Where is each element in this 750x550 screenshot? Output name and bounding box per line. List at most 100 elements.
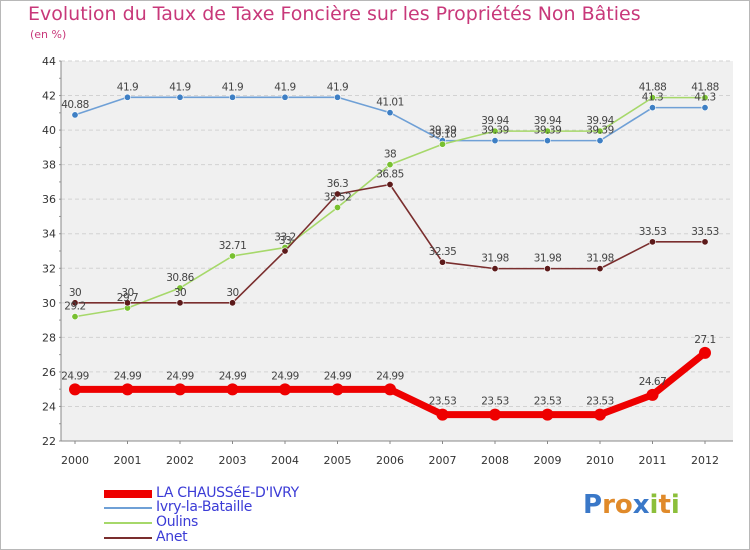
data-label: 33.2 bbox=[274, 232, 295, 244]
data-label: 39.39 bbox=[586, 125, 614, 137]
data-label: 24.67 bbox=[639, 376, 667, 388]
data-point bbox=[438, 258, 446, 266]
data-point bbox=[648, 104, 656, 112]
data-label: 39.94 bbox=[481, 115, 509, 127]
data-point bbox=[699, 346, 711, 359]
data-point bbox=[229, 252, 237, 260]
legend-swatch bbox=[104, 489, 152, 498]
series-lines bbox=[69, 93, 711, 421]
data-point bbox=[491, 127, 499, 135]
logo-letter: x bbox=[632, 490, 650, 520]
plot-area-background bbox=[61, 61, 733, 441]
data-label: 39.39 bbox=[534, 125, 562, 137]
data-label: 27.1 bbox=[694, 334, 715, 346]
data-label: 41.9 bbox=[274, 81, 295, 93]
legend-swatch bbox=[104, 521, 152, 524]
data-label: 39.18 bbox=[429, 128, 457, 140]
legend-label: Oulins bbox=[156, 514, 199, 530]
y-tick-label: 24 bbox=[42, 400, 56, 413]
x-tick-label: 2007 bbox=[429, 454, 457, 467]
data-label: 24.99 bbox=[114, 370, 142, 382]
data-point bbox=[543, 137, 551, 145]
data-label: 31.98 bbox=[481, 253, 509, 265]
legend-item-anet: Anet bbox=[104, 529, 188, 545]
data-point bbox=[596, 265, 604, 273]
data-label: 29.7 bbox=[117, 292, 138, 304]
y-tick-label: 34 bbox=[42, 228, 56, 241]
data-point bbox=[71, 299, 79, 307]
y-tick-label: 30 bbox=[42, 297, 56, 310]
data-label: 40.88 bbox=[61, 99, 89, 111]
data-point bbox=[701, 94, 709, 102]
data-label: 31.98 bbox=[534, 253, 562, 265]
legend-label: Ivry-la-Bataille bbox=[156, 499, 253, 515]
data-label: 33.53 bbox=[691, 226, 719, 238]
data-point bbox=[491, 265, 499, 273]
data-point bbox=[594, 408, 606, 421]
legend-label: Anet bbox=[156, 529, 188, 545]
data-point bbox=[176, 299, 184, 307]
data-point bbox=[333, 203, 341, 211]
logo-letter: t bbox=[658, 490, 671, 520]
data-point bbox=[121, 383, 134, 396]
data-label: 24.99 bbox=[61, 370, 89, 382]
data-point bbox=[176, 93, 184, 101]
data-label: 31.98 bbox=[586, 253, 614, 265]
data-label: 41.3 bbox=[642, 92, 663, 104]
data-label: 32.71 bbox=[219, 240, 247, 252]
data-label: 23.53 bbox=[429, 396, 457, 408]
data-label: 33.53 bbox=[639, 226, 667, 238]
logo-letter: o bbox=[614, 490, 633, 520]
data-point bbox=[386, 109, 394, 117]
chart-title: Evolution du Taux de Taxe Foncière sur l… bbox=[28, 3, 641, 25]
data-point bbox=[701, 104, 709, 112]
data-labels: 40.88 41.9 41.9 41.9 41.9 41.9 41.01 39.39 39.39… bbox=[61, 81, 719, 407]
data-point bbox=[491, 137, 499, 145]
data-point bbox=[701, 238, 709, 246]
data-point bbox=[174, 383, 186, 396]
y-tick-label: 32 bbox=[42, 262, 56, 275]
data-point bbox=[384, 383, 396, 396]
data-point bbox=[281, 93, 289, 101]
data-label: 24.99 bbox=[166, 370, 194, 382]
data-point bbox=[71, 313, 79, 321]
legend-item-oulins: Oulins bbox=[104, 515, 198, 530]
data-label: 41.9 bbox=[327, 81, 348, 93]
x-tick-label: 2000 bbox=[61, 454, 89, 467]
data-point bbox=[436, 408, 449, 421]
data-label: 30 bbox=[226, 287, 238, 299]
y-tick-label: 38 bbox=[42, 159, 56, 172]
data-label: 35.52 bbox=[324, 191, 352, 203]
data-point bbox=[596, 127, 604, 135]
data-point bbox=[229, 299, 237, 307]
data-point bbox=[543, 127, 551, 135]
data-point bbox=[229, 93, 237, 101]
data-label: 30 bbox=[69, 287, 81, 299]
y-tick-label: 44 bbox=[42, 55, 56, 68]
data-label: 39.39 bbox=[481, 125, 509, 137]
x-tick-label: 2006 bbox=[376, 454, 404, 467]
data-label: 24.99 bbox=[376, 370, 404, 382]
data-point bbox=[226, 383, 239, 396]
data-label: 41.9 bbox=[169, 81, 190, 93]
data-point bbox=[543, 265, 551, 273]
x-tick-label: 2010 bbox=[586, 454, 614, 467]
data-label: 30 bbox=[121, 287, 133, 299]
data-label: 39.94 bbox=[534, 115, 562, 127]
data-label: 24.99 bbox=[219, 370, 247, 382]
data-point bbox=[333, 93, 341, 101]
y-tick-label: 22 bbox=[42, 435, 56, 448]
data-point bbox=[281, 247, 289, 255]
x-tick-label: 2004 bbox=[271, 454, 299, 467]
data-label: 24.99 bbox=[324, 370, 352, 382]
data-point bbox=[386, 181, 394, 189]
data-point bbox=[279, 383, 291, 396]
x-tick-label: 2003 bbox=[219, 454, 247, 467]
data-point bbox=[333, 190, 341, 198]
data-point bbox=[176, 284, 184, 292]
axes: 22 24 26 28 30 32 34 36 38 40 42 44 2000 2001 2002 2003… bbox=[42, 55, 733, 467]
x-tick-label: 2001 bbox=[114, 454, 142, 467]
data-label: 38 bbox=[384, 149, 396, 161]
y-tick-label: 26 bbox=[42, 366, 56, 379]
x-tick-label: 2011 bbox=[639, 454, 667, 467]
